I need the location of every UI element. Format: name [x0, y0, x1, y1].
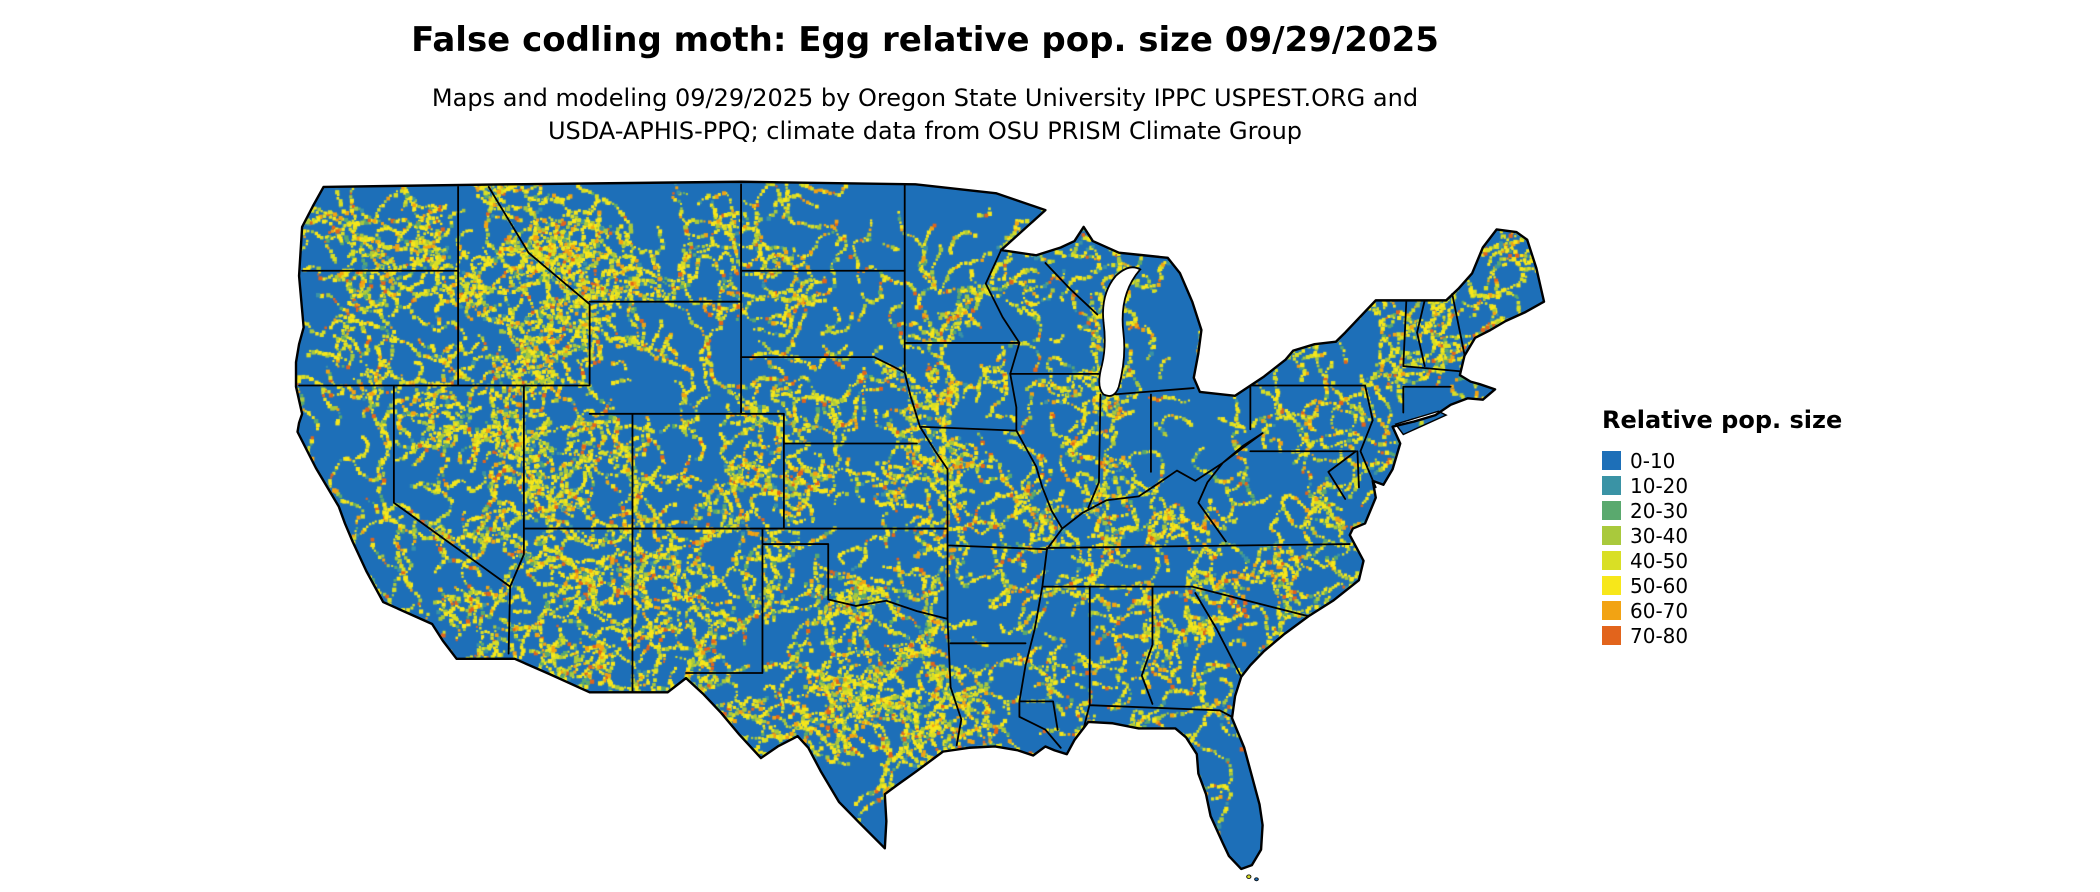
legend-label: 60-70: [1630, 598, 1689, 623]
legend-swatch: [1602, 626, 1621, 645]
legend-swatch: [1602, 551, 1621, 570]
state-borders: [299, 184, 1464, 747]
legend-label: 0-10: [1630, 448, 1676, 473]
figure-subtitle-line2: USDA-APHIS-PPQ; climate data from OSU PR…: [547, 117, 1303, 145]
legend-swatch: [1602, 601, 1621, 620]
legend-swatch: [1602, 501, 1621, 520]
legend-swatch: [1602, 526, 1621, 545]
figure-title: False codling moth: Egg relative pop. si…: [411, 20, 1439, 60]
long-island: [1396, 411, 1446, 434]
legend-label: 30-40: [1630, 523, 1689, 548]
legend-swatch: [1602, 451, 1621, 470]
legend-row: 20-30: [1602, 498, 1842, 523]
legend-label: 70-80: [1630, 623, 1689, 648]
florida-keys-dot-1: [1246, 874, 1252, 879]
legend-label: 40-50: [1630, 548, 1689, 573]
legend-row: 10-20: [1602, 473, 1842, 498]
figure-subtitle: Maps and modeling 09/29/2025 by Oregon S…: [150, 82, 1700, 148]
us-outline: [296, 182, 1544, 869]
legend-row: 50-60: [1602, 573, 1842, 598]
legend-label: 10-20: [1630, 473, 1689, 498]
figure-subtitle-line1: Maps and modeling 09/29/2025 by Oregon S…: [431, 84, 1419, 112]
figure-header: False codling moth: Egg relative pop. si…: [150, 14, 1700, 148]
legend-label: 20-30: [1630, 498, 1689, 523]
lake-michigan: [1099, 267, 1140, 396]
legend-row: 0-10: [1602, 448, 1842, 473]
us-map: [270, 165, 1570, 887]
legend-swatch: [1602, 476, 1621, 495]
map-overlay-svg: [270, 165, 1570, 887]
florida-keys-dot-2: [1254, 877, 1259, 882]
legend-row: 40-50: [1602, 548, 1842, 573]
legend-row: 60-70: [1602, 598, 1842, 623]
legend-title: Relative pop. size: [1602, 406, 1843, 434]
legend-row: 70-80: [1602, 623, 1842, 648]
legend-row: 30-40: [1602, 523, 1842, 548]
legend-swatch: [1602, 576, 1621, 595]
ocean-mask: [270, 165, 1570, 887]
legend: Relative pop. size 0-10 10-20 20-30 30-4…: [1602, 406, 1842, 648]
legend-label: 50-60: [1630, 573, 1689, 598]
